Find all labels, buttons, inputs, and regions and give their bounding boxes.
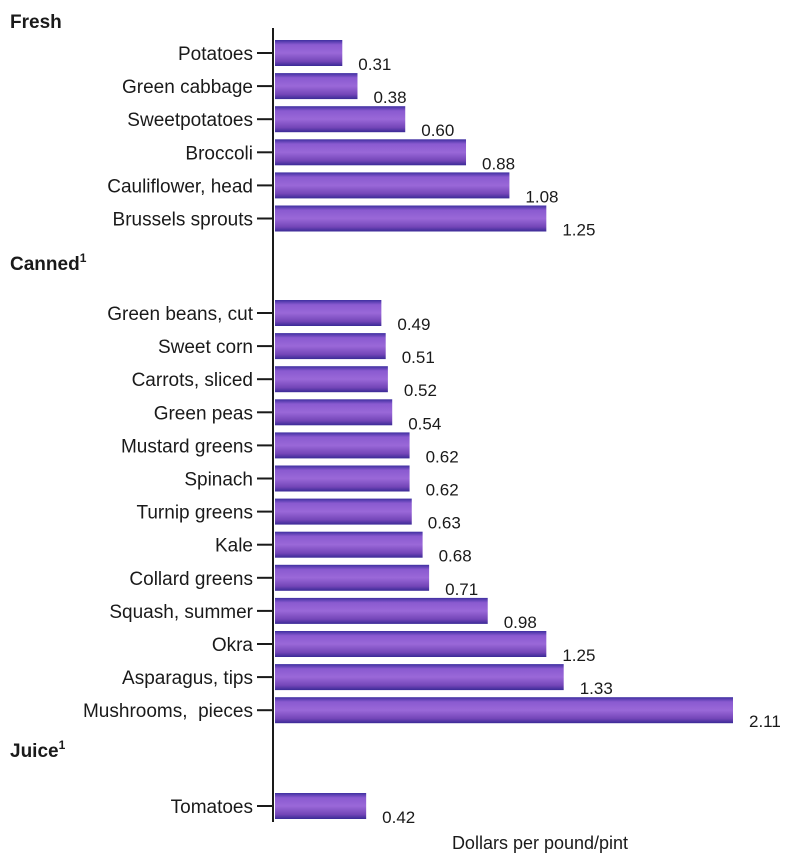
data-label: 0.62 [426,481,459,500]
data-label: 0.52 [404,381,437,400]
category-label: Asparagus, tips [122,668,253,689]
category-label: Kale [215,536,253,557]
data-label: 2.11 [749,712,781,731]
chart-marks: Fresh Potatoes 0.31 Green cabbage 0.38 Sweetp… [10,12,781,827]
bar [275,366,388,393]
data-label: 0.62 [426,447,459,466]
data-label: 0.49 [397,315,430,334]
category-label: Carrots, sliced [132,370,253,391]
category-label: Green cabbage [122,77,253,98]
bar [275,172,510,199]
category-label: Squash, summer [109,602,253,623]
bar [275,300,382,326]
data-label: 0.68 [439,547,472,566]
category-label: Cauliflower, head [107,176,253,197]
bar [275,205,547,232]
category-label: Sweetpotatoes [127,110,253,131]
data-label: 0.31 [358,55,391,74]
data-label: 1.25 [562,646,595,665]
group-title: Juice1 [10,738,66,762]
category-label: Collard greens [129,569,253,590]
data-label: 1.33 [580,679,613,698]
category-label: Green beans, cut [107,304,253,325]
bar [275,564,430,591]
bar [275,106,406,133]
bar [275,139,467,166]
category-label: Turnip greens [136,503,253,524]
data-label: 0.60 [421,121,454,140]
category-label: Sweet corn [158,337,253,358]
x-axis-title: Dollars per pound/pint [452,833,628,853]
category-label: Tomatoes [171,797,253,818]
data-label: 0.63 [428,514,461,533]
data-label: 0.38 [373,88,406,107]
category-label: Brussels sprouts [113,210,253,231]
category-label: Okra [212,635,254,656]
data-label: 0.54 [408,414,441,433]
bar [275,333,386,360]
group-title-superscript: 1 [80,251,87,265]
data-label: 0.98 [504,613,537,632]
data-label: 0.51 [402,348,435,367]
bar [275,597,488,624]
category-label: Mushrooms, pieces [83,701,253,722]
bar [275,531,423,558]
bar [275,399,393,426]
group-title-superscript: 1 [59,738,66,752]
category-label: Green peas [154,403,253,424]
bar [275,793,367,819]
category-label: Broccoli [185,143,253,164]
group-title: Canned1 [10,251,87,275]
data-label: 0.42 [382,808,415,827]
bar [275,432,410,459]
bar [275,664,564,691]
data-label: 1.25 [562,221,595,240]
bar [275,40,343,66]
category-label: Spinach [184,470,253,491]
bar [275,631,547,657]
bar [275,498,412,525]
category-label: Mustard greens [121,436,253,457]
bar [275,697,733,724]
data-label: 0.88 [482,154,515,173]
bar [275,73,358,100]
data-label: 1.08 [525,187,558,206]
category-label: Potatoes [178,44,253,65]
data-label: 0.71 [445,580,478,599]
group-title: Fresh [10,12,62,33]
bar [275,465,410,492]
